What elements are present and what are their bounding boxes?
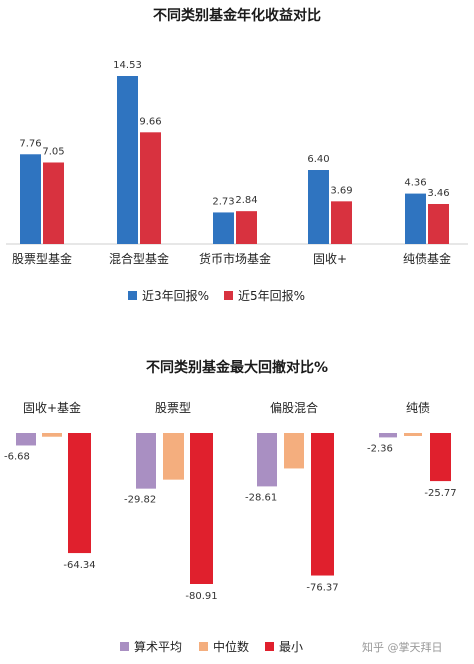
- chart1-category-label: 股票型基金: [12, 251, 72, 266]
- chart1-value-label: 9.66: [139, 116, 161, 127]
- chart1-value-label: 3.69: [330, 185, 352, 196]
- chart1-value-label: 3.46: [427, 188, 449, 199]
- chart2-legend-swatch: [120, 642, 129, 651]
- chart2-bar: [257, 433, 277, 487]
- chart1-category-label: 固收+: [313, 252, 347, 266]
- chart2-title: 不同类别基金最大回撤对比%: [146, 359, 328, 376]
- chart1-legend-label: 近5年回报%: [238, 288, 305, 303]
- chart2-bar: [16, 433, 36, 446]
- chart2-value-label: -25.77: [424, 488, 456, 499]
- chart2-value-label: -76.37: [306, 583, 338, 594]
- chart2-bar: [311, 433, 334, 576]
- chart1-value-label: 2.73: [212, 196, 234, 207]
- chart2-value-label: -29.82: [124, 495, 156, 506]
- chart1-category-label: 货币市场基金: [199, 251, 271, 266]
- chart1-bar: [331, 201, 352, 244]
- chart1-legend-label: 近3年回报%: [142, 288, 209, 303]
- chart1-value-label: 6.40: [307, 154, 329, 165]
- chart2-category-label: 偏股混合: [270, 400, 318, 415]
- chart1-value-label: 14.53: [113, 60, 142, 71]
- chart1-value-label: 4.36: [404, 178, 426, 189]
- chart1-bar: [428, 203, 449, 244]
- chart1-bar: [117, 76, 138, 244]
- chart2-bar: [379, 433, 397, 438]
- chart2-value-label: -28.61: [245, 492, 277, 503]
- chart2-bar: [136, 433, 156, 489]
- chart2-category-label: 纯债: [406, 401, 430, 415]
- chart1-bar: [43, 162, 64, 244]
- chart2-legend-label: 最小: [279, 640, 303, 654]
- chart1-category-label: 混合型基金: [109, 251, 169, 266]
- chart1-bar: [405, 193, 426, 244]
- chart2-legend-swatch: [265, 642, 274, 651]
- chart1-bar: [236, 211, 257, 244]
- chart2-legend-swatch: [199, 642, 208, 651]
- chart1-legend-swatch: [224, 291, 233, 300]
- watermark: 知乎 @掌天拜日: [362, 640, 443, 654]
- chart1-value-label: 2.84: [235, 195, 257, 206]
- chart2-category-label: 股票型: [155, 401, 191, 415]
- chart1-value-label: 7.05: [42, 146, 64, 157]
- chart2-legend-label: 中位数: [213, 639, 249, 654]
- chart2-bar: [284, 433, 304, 469]
- chart2-legend-label: 算术平均: [134, 639, 182, 654]
- chart1-category-label: 纯债基金: [403, 251, 451, 266]
- chart2-value-label: -80.91: [185, 591, 217, 602]
- chart1-bar: [140, 132, 161, 244]
- chart2-value-label: -2.36: [367, 443, 393, 454]
- chart2-category-label: 固收+基金: [23, 400, 81, 415]
- chart2-bar: [430, 433, 451, 482]
- chart1-legend-swatch: [128, 291, 137, 300]
- chart2-bar: [404, 433, 422, 436]
- chart1-bar: [20, 154, 41, 244]
- chart1-title: 不同类别基金年化收益对比: [153, 7, 321, 24]
- chart1-value-label: 7.76: [19, 138, 41, 149]
- chart2-bar: [42, 433, 62, 437]
- chart2-bar: [163, 433, 184, 480]
- chart1-bar: [308, 170, 329, 244]
- chart2-bar: [190, 433, 213, 584]
- chart2-value-label: -64.34: [63, 560, 95, 571]
- chart1-bar: [213, 212, 234, 244]
- chart2-bar: [68, 433, 91, 554]
- chart2-value-label: -6.68: [4, 451, 30, 462]
